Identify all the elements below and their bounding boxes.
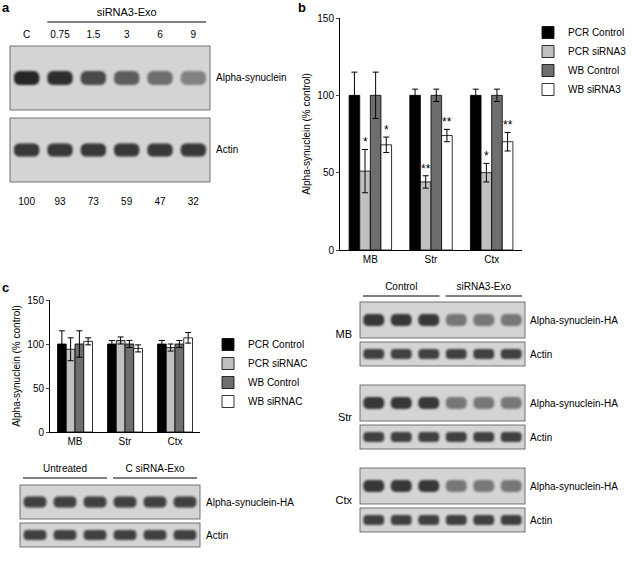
svg-text:*: * bbox=[363, 135, 368, 149]
svg-text:**: ** bbox=[503, 118, 513, 132]
svg-text:93: 93 bbox=[54, 196, 66, 207]
svg-text:**: ** bbox=[421, 162, 431, 176]
svg-text:WB Control: WB Control bbox=[248, 377, 299, 388]
svg-text:WB siRNAC: WB siRNAC bbox=[248, 396, 302, 407]
svg-text:Alpha-synuclein: Alpha-synuclein bbox=[216, 72, 287, 83]
svg-text:*: * bbox=[384, 123, 389, 137]
svg-text:Actin: Actin bbox=[530, 515, 552, 526]
svg-text:b: b bbox=[298, 0, 306, 15]
svg-text:100: 100 bbox=[27, 339, 44, 350]
svg-text:Alpha-synuclein-HA: Alpha-synuclein-HA bbox=[530, 315, 618, 326]
svg-text:Alpha-synuclein (% control): Alpha-synuclein (% control) bbox=[301, 73, 312, 195]
svg-text:Ctx: Ctx bbox=[484, 254, 499, 265]
svg-text:WB Control: WB Control bbox=[568, 65, 619, 76]
svg-text:Str: Str bbox=[338, 411, 352, 423]
svg-text:Actin: Actin bbox=[206, 530, 228, 541]
svg-text:*: * bbox=[484, 149, 489, 163]
svg-text:3: 3 bbox=[124, 29, 130, 40]
svg-text:PCR siRNA3: PCR siRNA3 bbox=[568, 46, 626, 57]
svg-text:0.75: 0.75 bbox=[50, 29, 70, 40]
svg-text:9: 9 bbox=[191, 29, 197, 40]
svg-text:Alpha-synuclein (% control): Alpha-synuclein (% control) bbox=[11, 305, 22, 427]
svg-text:MB: MB bbox=[336, 328, 353, 340]
svg-text:Actin: Actin bbox=[530, 432, 552, 443]
svg-text:73: 73 bbox=[88, 196, 100, 207]
svg-text:Alpha-synuclein-HA: Alpha-synuclein-HA bbox=[206, 497, 294, 508]
svg-text:Ctx: Ctx bbox=[336, 494, 353, 506]
svg-text:C siRNA-Exo: C siRNA-Exo bbox=[126, 463, 185, 474]
svg-text:PCR Control: PCR Control bbox=[568, 27, 624, 38]
svg-text:MB: MB bbox=[68, 436, 83, 447]
svg-text:a: a bbox=[2, 0, 10, 15]
svg-text:Str: Str bbox=[425, 254, 438, 265]
svg-text:siRNA3-Exo: siRNA3-Exo bbox=[457, 281, 512, 292]
svg-text:PCR siRNAC: PCR siRNAC bbox=[248, 358, 307, 369]
svg-text:C: C bbox=[23, 29, 30, 40]
svg-text:6: 6 bbox=[157, 29, 163, 40]
svg-text:Untreated: Untreated bbox=[43, 463, 87, 474]
svg-text:**: ** bbox=[442, 115, 452, 129]
svg-text:32: 32 bbox=[188, 196, 200, 207]
svg-text:MB: MB bbox=[363, 254, 378, 265]
svg-text:Control: Control bbox=[385, 281, 417, 292]
svg-text:150: 150 bbox=[27, 295, 44, 306]
svg-text:Alpha-synuclein-HA: Alpha-synuclein-HA bbox=[530, 398, 618, 409]
svg-text:0: 0 bbox=[38, 427, 44, 438]
svg-text:150: 150 bbox=[317, 13, 334, 24]
svg-text:100: 100 bbox=[18, 196, 35, 207]
svg-text:50: 50 bbox=[323, 167, 335, 178]
svg-text:47: 47 bbox=[154, 196, 166, 207]
svg-text:PCR Control: PCR Control bbox=[248, 339, 304, 350]
svg-text:siRNA3-Exo: siRNA3-Exo bbox=[97, 6, 157, 18]
svg-text:1.5: 1.5 bbox=[86, 29, 100, 40]
svg-text:50: 50 bbox=[33, 383, 45, 394]
svg-text:WB siRNA3: WB siRNA3 bbox=[568, 84, 621, 95]
svg-text:100: 100 bbox=[317, 90, 334, 101]
svg-text:59: 59 bbox=[121, 196, 133, 207]
svg-text:Ctx: Ctx bbox=[168, 436, 183, 447]
svg-text:Alpha-synuclein-HA: Alpha-synuclein-HA bbox=[530, 481, 618, 492]
svg-text:c: c bbox=[2, 280, 9, 295]
svg-text:Actin: Actin bbox=[530, 349, 552, 360]
svg-text:Str: Str bbox=[119, 436, 132, 447]
svg-text:Actin: Actin bbox=[216, 144, 238, 155]
svg-text:0: 0 bbox=[328, 245, 334, 256]
